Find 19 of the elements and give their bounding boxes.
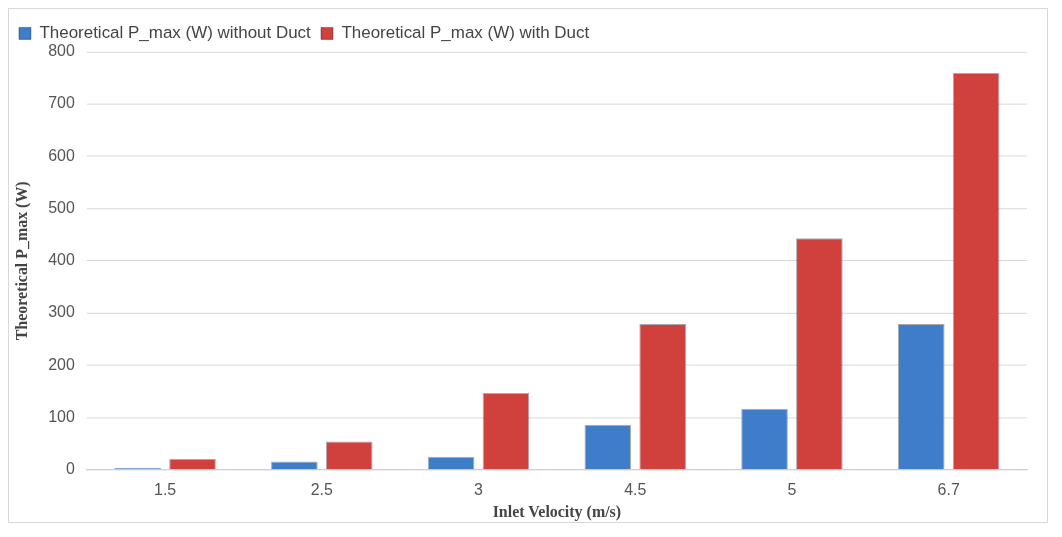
x-tick-label: 5	[787, 480, 797, 498]
y-axis-title: Theoretical P_max (W)	[12, 181, 31, 341]
x-tick-label: 4.5	[624, 480, 647, 498]
y-tick-label: 300	[48, 303, 75, 321]
legend-label: Theoretical P_max (W) with Duct	[341, 23, 590, 43]
y-tick-label: 400	[48, 251, 75, 269]
x-axis-title: Inlet Velocity (m/s)	[492, 502, 622, 521]
y-tick-label: 200	[48, 355, 75, 373]
y-tick-label: 700	[48, 94, 75, 112]
x-tick-label: 2.5	[310, 480, 334, 498]
legend-label: Theoretical P_max (W) without Duct	[39, 23, 312, 43]
y-tick-label: 100	[48, 407, 75, 425]
y-tick-label: 500	[48, 198, 75, 216]
x-tick-label: 6.7	[937, 480, 960, 498]
x-tick-label: 1.5	[154, 480, 177, 498]
x-tick-label: 3	[474, 480, 484, 498]
y-tick-label: 800	[48, 42, 75, 60]
y-tick-label: 600	[48, 146, 75, 164]
y-tick-label: 0	[65, 460, 75, 478]
